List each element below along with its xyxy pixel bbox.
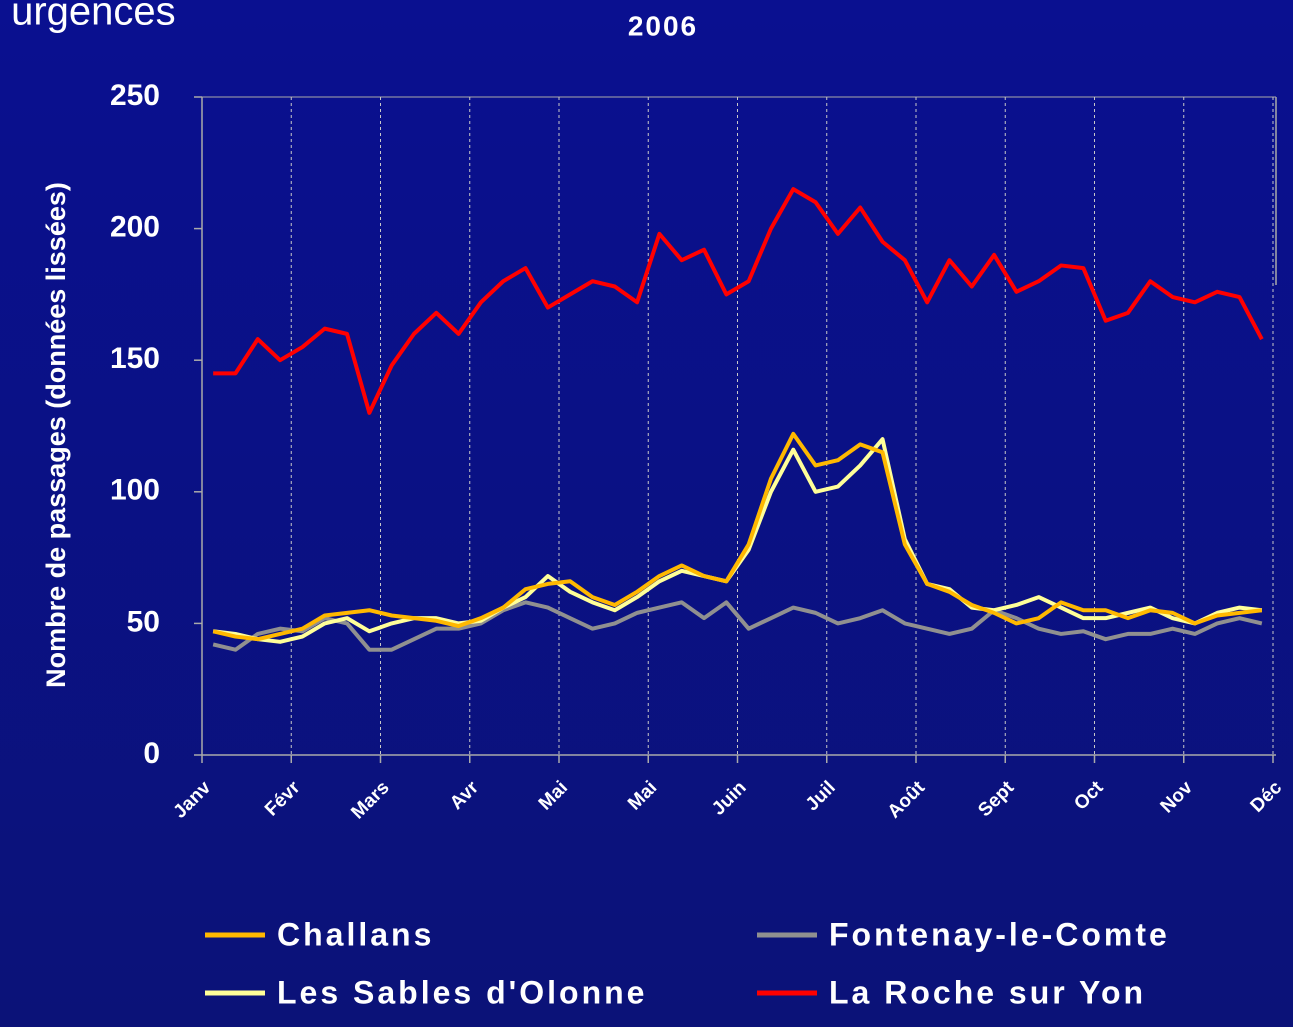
legend-label: Les Sables d'Olonne [277,974,647,1010]
y-tick-label: 250 [110,79,160,112]
series-line [212,431,1263,642]
legend-label: La Roche sur Yon [829,974,1146,1010]
page-heading: x urgences [0,0,176,34]
legend-label: Challans [277,916,434,952]
y-tick-label: 50 [127,605,160,638]
y-tick-label: 0 [143,737,160,770]
legend-label: Fontenay-le-Comte [829,916,1170,952]
series-line [213,187,1264,415]
y-tick-label: 150 [110,342,160,375]
series-line [212,600,1263,652]
chart-title: 2006 [628,10,698,41]
y-tick-label: 200 [110,211,160,244]
y-axis-label: Nombre de passages (données lissées) [41,182,71,688]
y-tick-label: 100 [110,474,160,507]
